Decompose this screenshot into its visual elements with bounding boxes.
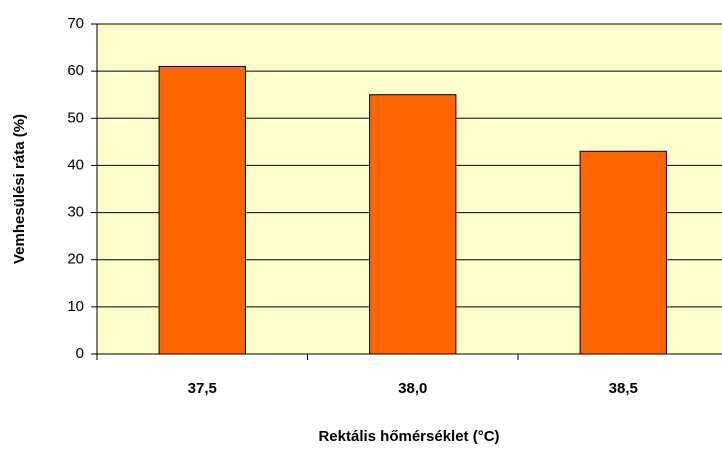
x-tick-label: 38,0 [398, 380, 427, 397]
y-tick-label: 10 [67, 298, 84, 315]
y-tick-label: 60 [67, 62, 84, 79]
y-tick-label: 0 [76, 345, 84, 362]
bar [369, 94, 457, 355]
y-tick-label: 50 [67, 109, 84, 126]
x-tick-label: 37,5 [188, 380, 217, 397]
y-tick-label: 30 [67, 204, 84, 221]
y-tick-label: 40 [67, 156, 84, 173]
x-tick-label: 38,5 [609, 380, 638, 397]
bar [158, 65, 246, 355]
bar [579, 150, 667, 355]
y-axis-title: Vemhesülési ráta (%) [11, 114, 28, 264]
x-axis-title: Rektális hőmérséklet (°C) [318, 428, 499, 445]
y-tick-label: 70 [67, 15, 84, 32]
y-tick-label: 20 [67, 251, 84, 268]
